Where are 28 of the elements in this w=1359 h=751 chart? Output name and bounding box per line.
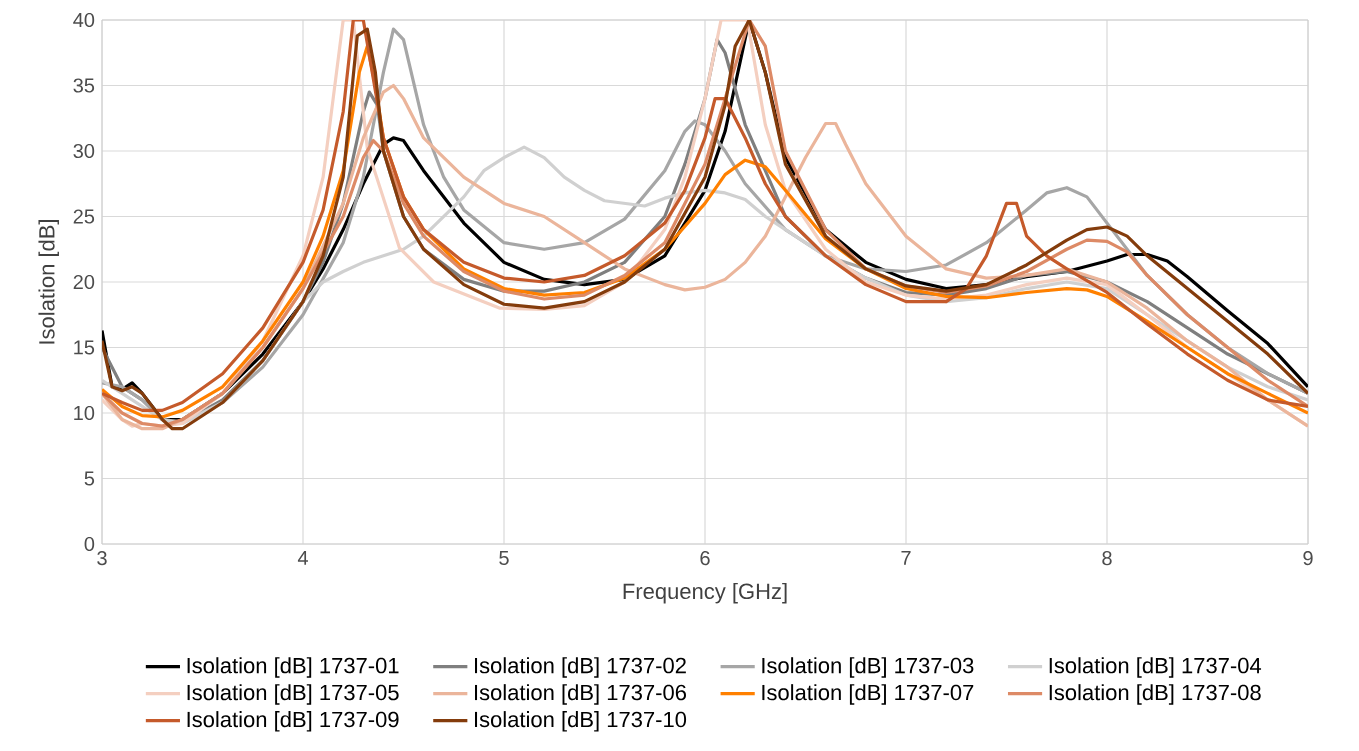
y-tick-label: 30 (73, 143, 95, 159)
y-axis-title: Isolation [dB] (38, 220, 59, 344)
legend-label: Isolation [dB] 1737-07 (762, 684, 974, 705)
y-tick-label: 40 (73, 12, 95, 28)
y-tick-label: 0 (84, 536, 95, 552)
y-tick-label: 15 (74, 340, 95, 355)
legend-label: Isolation [dB] 1737-02 (475, 657, 686, 678)
legend-label: Isolation [dB] 1737-03 (762, 657, 974, 678)
legend-label: Isolation [dB] 1737-09 (187, 711, 399, 732)
legend-label: Isolation [dB] 1737-01 (187, 657, 399, 678)
y-tick-label: 25 (73, 209, 95, 224)
legend-label: Isolation [dB] 1737-10 (475, 711, 687, 732)
y-tick-label: 10 (74, 405, 95, 421)
y-tick-label: 20 (73, 274, 95, 290)
x-axis-title: Frequency [GHz] (623, 582, 787, 604)
x-tick-label: 3 (97, 551, 107, 566)
legend-label: Isolation [dB] 1737-08 (1049, 684, 1261, 705)
x-tick-label: 9 (1303, 551, 1313, 566)
y-tick-label: 5 (84, 471, 95, 486)
x-tick-label: 6 (700, 551, 710, 566)
x-tick-label: 4 (297, 551, 308, 565)
x-tick-label: 5 (499, 551, 509, 566)
y-tick-label: 35 (73, 78, 95, 93)
x-tick-label: 7 (901, 551, 911, 565)
legend-label: Isolation [dB] 1737-05 (187, 684, 399, 705)
legend-label: Isolation [dB] 1737-06 (475, 684, 686, 705)
legend-label: Isolation [dB] 1737-04 (1049, 657, 1262, 678)
x-tick-label: 8 (1102, 551, 1112, 566)
